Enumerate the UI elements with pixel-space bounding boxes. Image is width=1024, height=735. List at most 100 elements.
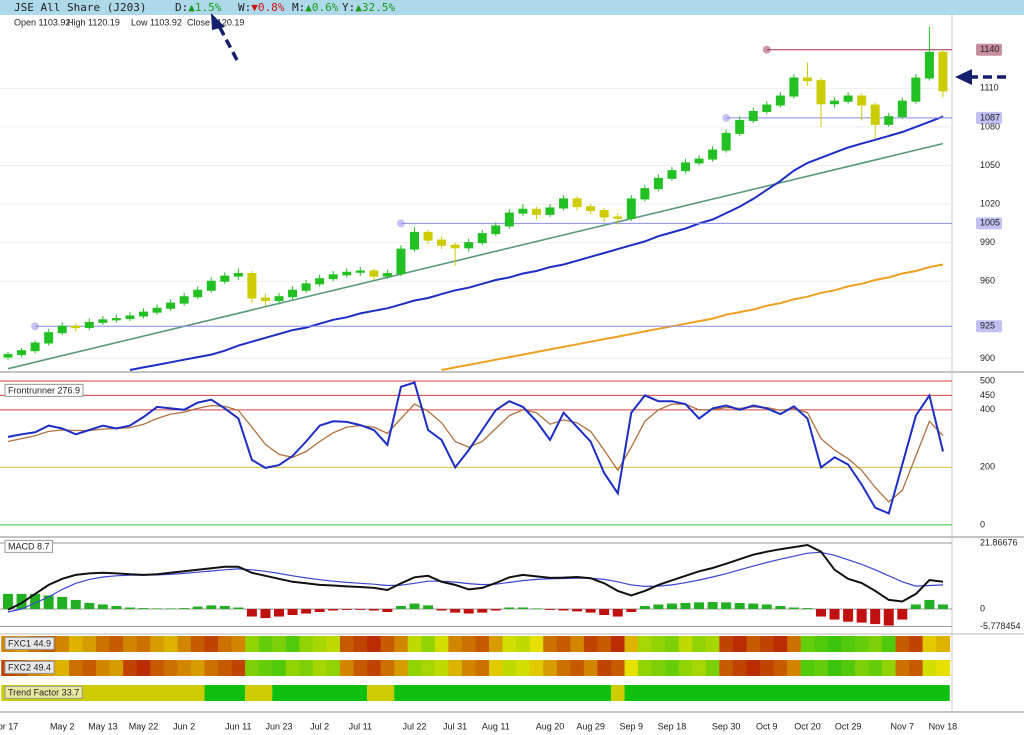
- x-tick-label: Jul 11: [349, 721, 372, 731]
- oscillator-line: [7, 403, 944, 503]
- candle-body: [355, 270, 365, 273]
- candle-body: [911, 77, 921, 102]
- heat-cell: [109, 636, 124, 652]
- histogram-bar: [910, 604, 921, 609]
- trend-segment: [624, 685, 950, 701]
- heat-cell: [773, 636, 788, 652]
- candle-body: [735, 119, 745, 134]
- histogram-bar: [870, 609, 881, 625]
- candle-body: [857, 95, 867, 106]
- heat-cell: [841, 636, 856, 652]
- trend-segment: [367, 685, 395, 701]
- heat-cell: [909, 636, 924, 652]
- x-tick-label: Sep 9: [620, 721, 644, 731]
- header-bar: [0, 0, 1024, 15]
- heat-cell: [258, 660, 273, 676]
- x-tick-label: May 2: [50, 721, 75, 731]
- candle-body: [870, 104, 880, 125]
- macd-line: [7, 543, 944, 611]
- heat-cell: [475, 636, 490, 652]
- y-tick-label: -5.778454: [980, 621, 1021, 631]
- panel-label-box: [4, 685, 83, 699]
- change-value: ▼0.8%: [251, 1, 284, 14]
- histogram-bar: [924, 599, 935, 609]
- heat-cell: [543, 636, 558, 652]
- level-label-box: [976, 111, 1002, 124]
- panel-label: MACD 8.7: [8, 541, 50, 551]
- candle-body: [57, 325, 67, 334]
- heat-cell: [204, 660, 219, 676]
- heat-cell: [881, 660, 896, 676]
- candle-body: [328, 274, 338, 280]
- histogram-bar: [192, 606, 203, 609]
- heat-cell: [787, 636, 802, 652]
- candle-body: [545, 207, 555, 215]
- histogram-bar: [883, 609, 894, 626]
- heat-cell: [190, 660, 205, 676]
- x-tick-label: pr 17: [0, 721, 18, 731]
- heat-cell: [665, 660, 680, 676]
- heat-cell: [800, 636, 815, 652]
- histogram-bar: [734, 602, 745, 609]
- heat-cell: [190, 636, 205, 652]
- x-tick-label: Oct 9: [756, 721, 778, 731]
- heat-cell: [638, 660, 653, 676]
- level-label: 925: [980, 321, 995, 331]
- histogram-bar: [314, 609, 325, 613]
- candle-body: [924, 51, 934, 79]
- heat-cell: [705, 636, 720, 652]
- heat-cell: [881, 636, 896, 652]
- level-anchor: [762, 45, 771, 54]
- heat-cell: [312, 636, 327, 652]
- heat-cell: [285, 660, 300, 676]
- heat-cell: [760, 636, 774, 652]
- candle-body: [125, 315, 135, 320]
- level-anchor: [31, 322, 40, 331]
- y-tick-label: 1020: [980, 198, 1000, 208]
- heat-cell: [868, 636, 883, 652]
- heat-cell: [800, 660, 815, 676]
- y-tick-label: 21.86676: [980, 537, 1018, 547]
- histogram-bar: [436, 609, 447, 611]
- candle-body: [3, 354, 13, 358]
- heat-cell: [597, 636, 612, 652]
- heat-cell: [570, 660, 585, 676]
- heat-cell: [936, 660, 951, 676]
- heat-cell: [299, 636, 314, 652]
- heat-cell: [773, 660, 788, 676]
- candle-body: [247, 273, 257, 299]
- heat-cell: [326, 660, 341, 676]
- candle-body: [762, 104, 772, 112]
- heat-cell: [204, 636, 219, 652]
- candle-body: [84, 321, 94, 329]
- candle-body: [748, 110, 758, 121]
- trend-segment: [245, 685, 273, 701]
- heat-cell: [434, 660, 449, 676]
- histogram-bar: [260, 609, 271, 619]
- heat-cell: [597, 660, 612, 676]
- y-tick-label: 990: [980, 237, 995, 247]
- y-tick-label: 0: [980, 519, 985, 529]
- candle-body: [342, 271, 352, 276]
- candle-body: [559, 198, 569, 209]
- x-tick-label: Nov 18: [929, 721, 958, 731]
- y-tick-label: 1110: [980, 83, 999, 93]
- histogram-bar: [355, 609, 366, 610]
- histogram-bar: [124, 607, 135, 609]
- candle-body: [694, 158, 704, 164]
- histogram-bar: [368, 609, 379, 611]
- candle-body: [789, 77, 799, 97]
- histogram-bar: [138, 608, 149, 609]
- histogram-bar: [504, 607, 515, 609]
- histogram-bar: [775, 605, 786, 609]
- candle-body: [30, 342, 40, 352]
- candle-body: [233, 273, 243, 277]
- heat-cell: [163, 660, 178, 676]
- candle-body: [626, 198, 636, 219]
- change-label: D:: [175, 1, 188, 14]
- oscillator-line: [7, 381, 944, 515]
- heat-cell: [68, 660, 83, 676]
- heat-cell: [394, 636, 409, 652]
- heat-cell: [353, 636, 368, 652]
- y-tick-label: 0: [980, 603, 985, 613]
